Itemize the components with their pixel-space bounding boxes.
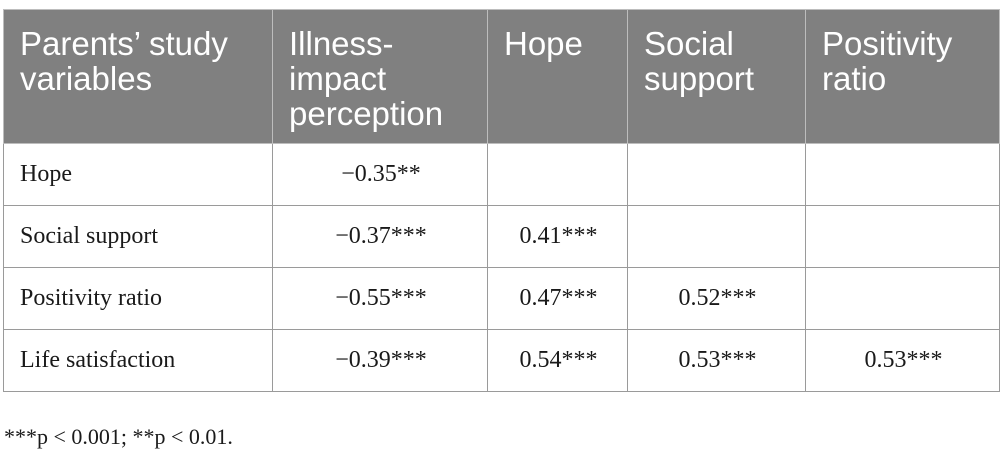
table-cell: 0.41*** xyxy=(487,205,628,268)
table-footnote: ***p < 0.001; **p < 0.01. xyxy=(4,424,233,449)
header-variables: Parents’ study variables xyxy=(3,9,273,144)
table-row: Hope −0.35** xyxy=(3,143,1000,206)
table-cell: 0.47*** xyxy=(487,267,628,330)
header-row: Parents’ study variables Illness-impact … xyxy=(3,9,1000,144)
table-cell: −0.37*** xyxy=(272,205,488,268)
row-label: Life satisfaction xyxy=(3,329,273,392)
table-cell xyxy=(805,267,1000,330)
header-hope: Hope xyxy=(487,9,628,144)
table-cell: −0.35** xyxy=(272,143,488,206)
table-cell xyxy=(805,205,1000,268)
header-illness-impact-perception: Illness-impact perception xyxy=(272,9,488,144)
table-cell xyxy=(805,143,1000,206)
row-label: Positivity ratio xyxy=(3,267,273,330)
table-cell xyxy=(627,205,806,268)
table-cell: 0.52*** xyxy=(627,267,806,330)
table-row: Positivity ratio −0.55*** 0.47*** 0.52**… xyxy=(3,267,1000,330)
table-cell: 0.53*** xyxy=(627,329,806,392)
correlation-table: Parents’ study variables Illness-impact … xyxy=(3,9,1000,392)
header-positivity-ratio: Positivity ratio xyxy=(805,9,1000,144)
header-social-support: Social support xyxy=(627,9,806,144)
table-cell xyxy=(627,143,806,206)
table-row: Social support −0.37*** 0.41*** xyxy=(3,205,1000,268)
row-label: Hope xyxy=(3,143,273,206)
table-cell: −0.55*** xyxy=(272,267,488,330)
table-row: Life satisfaction −0.39*** 0.54*** 0.53*… xyxy=(3,329,1000,392)
table-cell xyxy=(487,143,628,206)
table-cell: 0.53*** xyxy=(805,329,1000,392)
table-cell: −0.39*** xyxy=(272,329,488,392)
table-cell: 0.54*** xyxy=(487,329,628,392)
row-label: Social support xyxy=(3,205,273,268)
